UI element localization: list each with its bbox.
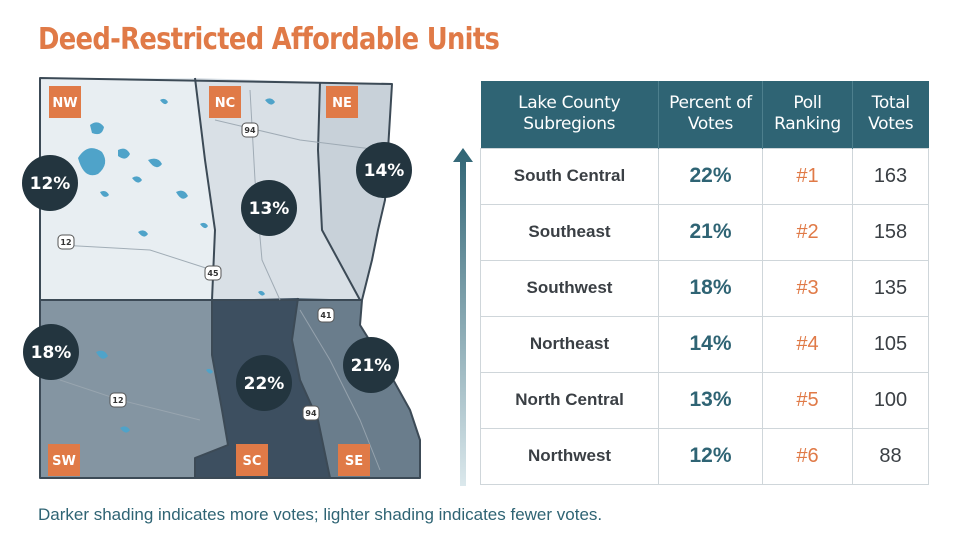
table-row: Southwest 18% #3 135 xyxy=(480,259,929,317)
svg-text:22%: 22% xyxy=(244,374,285,394)
table-header-row: Lake County Subregions Percent of Votes … xyxy=(480,81,929,148)
route-shield-12-south: 12 xyxy=(109,392,127,408)
badge-ne: NE xyxy=(326,86,358,118)
cell-region: North Central xyxy=(480,371,659,429)
route-shield-41: 41 xyxy=(317,307,335,323)
svg-text:SC: SC xyxy=(243,454,262,469)
region-sw[interactable] xyxy=(40,300,228,478)
ranking-gradient-arrow-icon xyxy=(453,148,473,486)
cell-votes: 163 xyxy=(852,147,929,205)
svg-text:94: 94 xyxy=(305,409,317,418)
cell-rank: #4 xyxy=(762,315,853,373)
cell-rank: #6 xyxy=(762,427,853,485)
bubble-sw: 18% xyxy=(23,324,79,380)
svg-text:NW: NW xyxy=(52,96,77,111)
cell-votes: 88 xyxy=(852,427,929,485)
route-shield-94-north: 94 xyxy=(241,122,259,138)
cell-rank: #3 xyxy=(762,259,853,317)
cell-rank: #1 xyxy=(762,147,853,205)
cell-region: Southwest xyxy=(480,259,659,317)
cell-region: Northeast xyxy=(480,315,659,373)
route-shield-45: 45 xyxy=(204,265,222,281)
badge-nc: NC xyxy=(209,86,241,118)
header-total-votes: Total Votes xyxy=(852,81,929,148)
cell-percent: 12% xyxy=(658,427,763,485)
cell-region: South Central xyxy=(480,147,659,205)
badge-sc: SC xyxy=(236,444,268,476)
table-row: Southeast 21% #2 158 xyxy=(480,203,929,261)
lake-county-map: 94 12 45 41 12 94 NW NC xyxy=(22,77,421,479)
cell-percent: 18% xyxy=(658,259,763,317)
region-nw[interactable] xyxy=(40,78,215,300)
table-row: South Central 22% #1 163 xyxy=(480,147,929,205)
badge-sw: SW xyxy=(48,444,80,476)
cell-region: Northwest xyxy=(480,427,659,485)
header-subregions: Lake County Subregions xyxy=(480,81,659,148)
table-row: Northwest 12% #6 88 xyxy=(480,427,929,485)
cell-percent: 13% xyxy=(658,371,763,429)
bubble-se: 21% xyxy=(343,337,399,393)
svg-text:12: 12 xyxy=(112,396,123,405)
cell-votes: 105 xyxy=(852,315,929,373)
cell-rank: #5 xyxy=(762,371,853,429)
route-shield-94-south: 94 xyxy=(302,405,320,421)
shading-footnote: Darker shading indicates more votes; lig… xyxy=(38,505,603,524)
bubble-ne: 14% xyxy=(356,142,412,198)
cell-votes: 100 xyxy=(852,371,929,429)
header-ranking: Poll Ranking xyxy=(762,81,853,148)
svg-text:45: 45 xyxy=(207,269,219,278)
badge-se: SE xyxy=(338,444,370,476)
svg-text:12%: 12% xyxy=(30,174,71,194)
bubble-nc: 13% xyxy=(241,180,297,236)
badge-nw: NW xyxy=(49,86,81,118)
svg-text:NC: NC xyxy=(215,96,235,111)
svg-text:14%: 14% xyxy=(364,161,405,181)
table-row: Northeast 14% #4 105 xyxy=(480,315,929,373)
cell-rank: #2 xyxy=(762,203,853,261)
region-ne[interactable] xyxy=(318,82,392,300)
cell-region: Southeast xyxy=(480,203,659,261)
bubble-nw: 12% xyxy=(22,155,78,211)
cell-percent: 21% xyxy=(658,203,763,261)
cell-votes: 135 xyxy=(852,259,929,317)
svg-text:41: 41 xyxy=(320,311,332,320)
svg-text:12: 12 xyxy=(60,238,71,247)
header-percent: Percent of Votes xyxy=(658,81,763,148)
svg-text:18%: 18% xyxy=(31,343,72,363)
poll-results-table: Lake County Subregions Percent of Votes … xyxy=(480,81,929,485)
cell-votes: 158 xyxy=(852,203,929,261)
cell-percent: 22% xyxy=(658,147,763,205)
svg-text:SE: SE xyxy=(345,454,363,469)
route-shield-12-north: 12 xyxy=(57,234,75,250)
svg-text:NE: NE xyxy=(332,96,352,111)
svg-text:SW: SW xyxy=(52,454,76,469)
bubble-sc: 22% xyxy=(236,355,292,411)
page-title: Deed-Restricted Affordable Units xyxy=(38,22,500,57)
svg-text:13%: 13% xyxy=(249,199,290,219)
table-row: North Central 13% #5 100 xyxy=(480,371,929,429)
cell-percent: 14% xyxy=(658,315,763,373)
svg-text:21%: 21% xyxy=(351,356,392,376)
svg-text:94: 94 xyxy=(244,126,256,135)
lakes xyxy=(78,98,275,433)
